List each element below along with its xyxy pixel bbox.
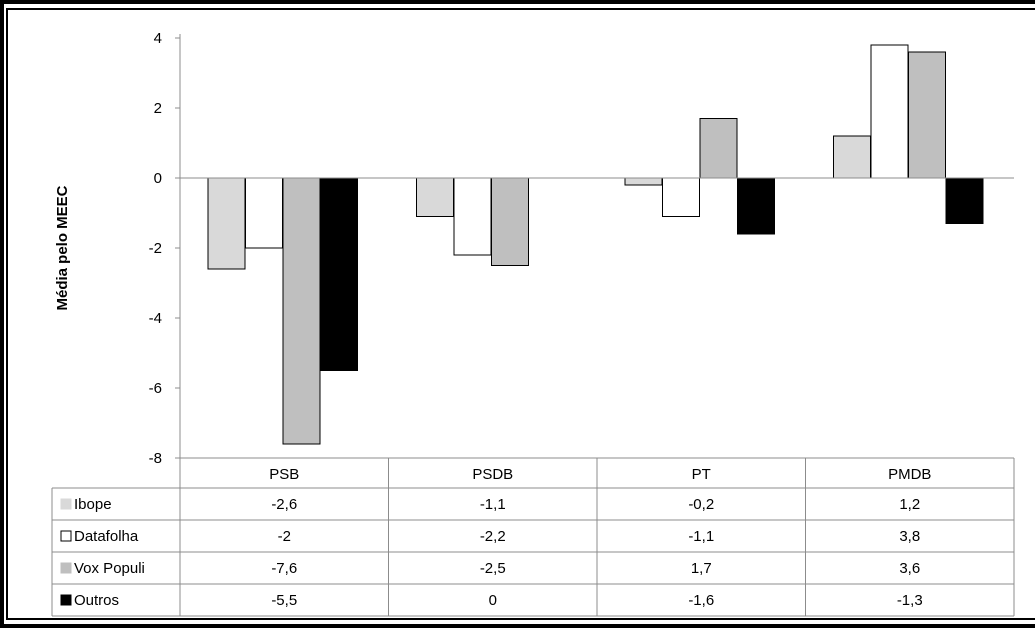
table-value: -5,5 xyxy=(271,592,297,609)
legend-swatch xyxy=(60,594,72,606)
y-tick-label: 0 xyxy=(154,170,162,187)
bar-ibope-pmdb xyxy=(833,135,871,179)
legend-swatch xyxy=(60,562,72,574)
legend-swatch xyxy=(60,498,72,510)
legend-label: Datafolha xyxy=(74,528,139,545)
y-tick-label: -4 xyxy=(149,310,162,327)
table-value: -2,6 xyxy=(271,496,297,513)
table-value: -7,6 xyxy=(271,560,297,577)
table-value: -0,2 xyxy=(688,496,714,513)
table-value: -2,5 xyxy=(480,560,506,577)
table-value: 1,2 xyxy=(899,496,920,513)
chart-inner-border xyxy=(6,8,1035,620)
legend-label: Ibope xyxy=(74,496,112,513)
table-value: 0 xyxy=(489,592,497,609)
y-tick-label: -2 xyxy=(149,240,162,257)
y-tick-label: 2 xyxy=(154,100,162,117)
table-value: -1,6 xyxy=(688,592,714,609)
y-tick-label: 4 xyxy=(154,30,162,47)
y-tick-label: -8 xyxy=(149,450,162,467)
table-value: -2 xyxy=(278,528,291,545)
table-value: -1,1 xyxy=(480,496,506,513)
table-value: 1,7 xyxy=(691,560,712,577)
table-value: 3,6 xyxy=(899,560,920,577)
table-value: -2,2 xyxy=(480,528,506,545)
category-label: PT xyxy=(692,466,711,483)
category-label: PMDB xyxy=(888,466,931,483)
bar-vox-populi-pmdb xyxy=(908,51,946,179)
bar-vox-populi-psdb xyxy=(491,177,529,266)
bar-outros-pmdb xyxy=(945,177,984,224)
y-axis: 4 2 0 -2 -4 -6 -8 xyxy=(149,30,1014,467)
table-value: -1,1 xyxy=(688,528,714,545)
legend-label: Outros xyxy=(74,592,119,609)
y-axis-label: Média pelo MEEC xyxy=(54,185,71,310)
table-value: 3,8 xyxy=(899,528,920,545)
bar-outros-psb xyxy=(320,177,358,371)
bar-datafolha-psdb xyxy=(453,177,492,256)
bar-datafolha-pmdb xyxy=(870,44,909,179)
category-label: PSB xyxy=(269,466,299,483)
bar-outros-pt xyxy=(737,177,775,235)
legend-swatch xyxy=(60,530,72,542)
y-tick-label: -6 xyxy=(149,380,162,397)
bar-ibope-psdb xyxy=(416,177,454,217)
bar-vox-populi-psb xyxy=(282,177,321,445)
bar-ibope-psb xyxy=(207,177,246,270)
bar-ibope-pt xyxy=(624,177,663,186)
bar-datafolha-psb xyxy=(245,177,283,249)
bar-vox-populi-pt xyxy=(699,118,738,179)
legend-label: Vox Populi xyxy=(74,560,145,577)
category-label: PSDB xyxy=(472,466,513,483)
data-table: PSB PSDB PT PMDB Ibope -2,6 -1,1 -0,2 1,2 Datafol… xyxy=(51,457,1015,617)
table-value: -1,3 xyxy=(897,592,923,609)
bar-datafolha-pt xyxy=(662,177,700,217)
bars-group xyxy=(207,44,984,445)
